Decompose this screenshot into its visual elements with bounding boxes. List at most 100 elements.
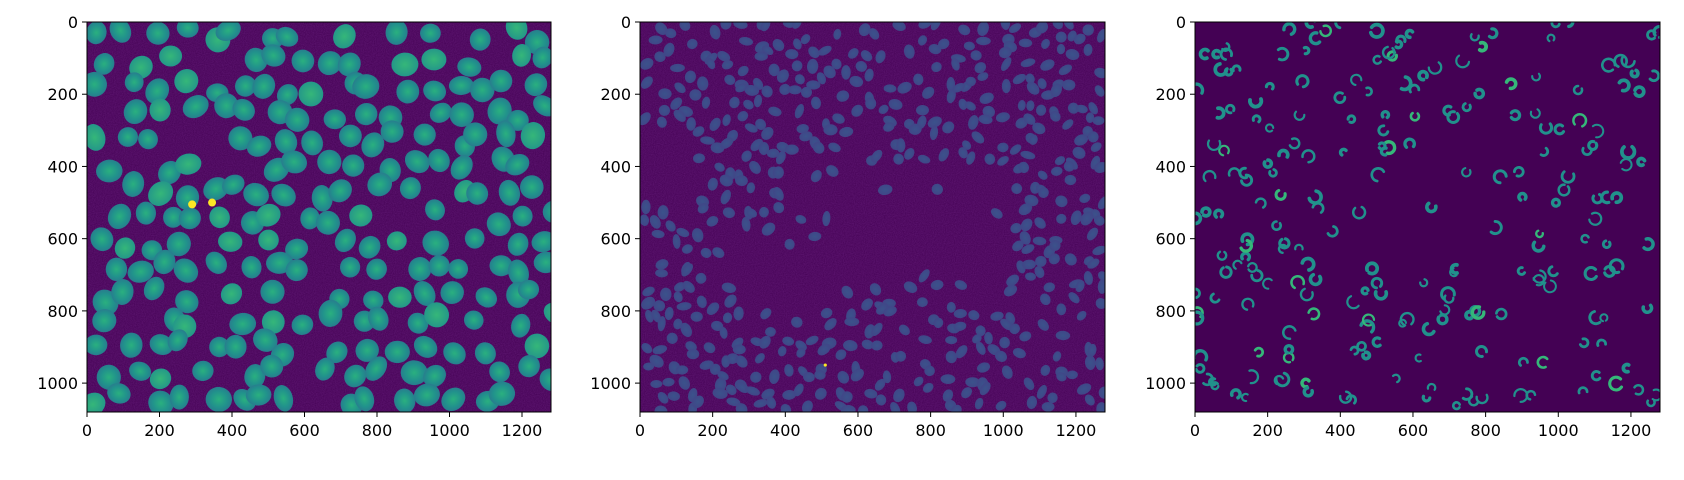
nucleus-fragment [1567,22,1575,29]
nucleus [977,72,989,81]
nucleus [145,78,170,104]
nucleus-fragment [1360,286,1370,296]
nucleus-fragment [1251,114,1262,124]
nucleus [717,371,729,381]
nucleus [1063,160,1075,172]
nucleus [712,387,728,399]
nucleus [657,205,669,220]
nucleus [743,99,754,110]
nucleus [768,63,780,77]
nucleus [860,50,873,62]
nucleus [689,89,702,101]
nucleus [958,147,968,159]
nucleus [864,68,874,82]
nucleus [1026,100,1035,111]
nucleus [893,388,905,403]
nucleus-fragment [1302,386,1314,398]
nucleus [761,45,774,56]
nucleus [701,96,711,109]
nucleus [1008,23,1022,34]
nucleus-fragment [1546,33,1556,43]
nucleus [1095,298,1105,309]
nucleus [777,346,787,357]
nucleus-fragment [1399,311,1415,327]
nucleus [1051,166,1063,176]
nucleus [111,279,134,305]
nucleus-fragment [1621,362,1631,374]
nucleus [505,22,528,40]
nucleus [918,22,933,29]
nucleus-fragment [1477,40,1488,53]
nucleus [962,140,972,150]
nucleus [997,142,1009,153]
nucleus [1043,282,1056,293]
nucleus-fragment [1398,318,1407,328]
nucleus [1032,122,1046,135]
nucleus-fragment [1299,287,1314,302]
nucleus-fragment [1229,388,1242,400]
nucleus-fragment [1195,211,1203,226]
x-tick-label: 800 [1470,421,1501,440]
nucleus [916,104,929,116]
nucleus-fragment [1426,382,1437,391]
panel-3-y-ticks: 0 200 400 600 800 1000 [1145,13,1195,393]
nucleus [281,150,308,174]
nucleus [823,124,838,136]
nucleus [470,77,495,103]
nucleus [655,259,669,270]
nucleus [428,255,450,277]
nucleus-fragment [1553,123,1566,136]
nucleus [759,335,771,349]
nucleus [696,295,707,309]
nucleus-fragment [1282,22,1297,36]
nucleus [489,255,513,277]
nucleus [1079,193,1091,203]
nucleus [836,90,850,102]
x-tick-label: 200 [697,421,728,440]
nucleus [803,372,815,383]
nucleus [384,340,410,364]
image-panel-1: 0 200 400 600 800 1000 1200 0 200 400 600 800 1000 [37,13,552,440]
nucleus [823,65,836,79]
nucleus [1074,134,1088,146]
nucleus-fragment [1395,34,1407,44]
nucleus [938,38,950,50]
nucleus [365,356,388,381]
nucleus [820,307,833,319]
nucleus-fragment [1608,258,1625,275]
x-tick-label: 0 [82,421,92,440]
nucleus [1036,384,1047,399]
x-tick-label: 1000 [983,421,1024,440]
nucleus [1097,271,1105,282]
nucleus [799,131,813,142]
nucleus [735,355,748,368]
nucleus [256,203,281,227]
nucleus-fragment [1531,72,1542,82]
nucleus [354,386,375,412]
nucleus [1025,73,1035,84]
nucleus-fragment [1250,269,1264,283]
nucleus [1090,142,1102,152]
nucleus [524,73,548,97]
nucleus [1095,357,1104,371]
nucleus-fragment [1529,108,1541,119]
nucleus-fragment [1293,110,1306,121]
nucleus [744,123,758,133]
panel-2-frame [639,21,1106,413]
nucleus [421,48,447,71]
nucleus [971,131,985,144]
nucleus [1056,372,1067,382]
nucleus [1084,394,1095,406]
nucleus [518,355,540,378]
nucleus-fragment [1307,189,1323,205]
nucleus [423,80,447,102]
nucleus [291,49,315,73]
nucleus-fragment [1425,201,1438,214]
nucleus [928,44,942,55]
nucleus [721,60,734,70]
nucleus [765,326,776,337]
nucleus [87,392,106,412]
nucleus [945,335,958,345]
nucleus-fragment [1273,374,1285,386]
nucleus [976,36,991,46]
